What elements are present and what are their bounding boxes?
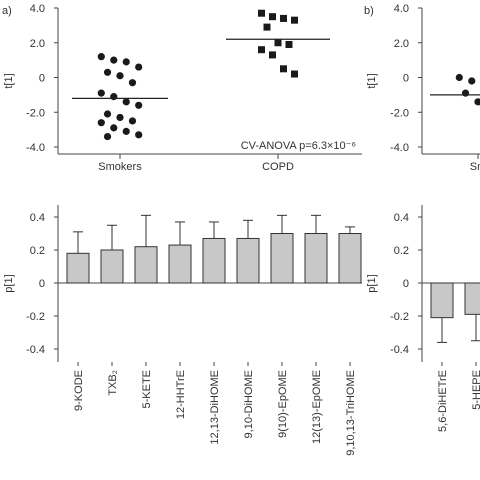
data-point-square — [258, 46, 265, 54]
y-tick-label: 0 — [39, 73, 45, 85]
data-point-square — [291, 70, 298, 78]
data-point-circle — [461, 89, 470, 97]
x-category-label: COPD — [262, 161, 294, 173]
x-category-label: 9,10,13-TriHOME — [345, 370, 357, 456]
bar — [202, 237, 226, 284]
data-point-circle — [103, 110, 112, 118]
y-tick-label: -0.4 — [390, 344, 409, 356]
data-point-circle — [103, 68, 112, 76]
y-tick-label: 0 — [403, 73, 409, 85]
x-category-label: Smokers — [98, 161, 142, 173]
y-tick-label: 4.0 — [30, 3, 45, 15]
bar — [100, 249, 124, 284]
data-point-square — [291, 16, 298, 24]
x-category-label: 12(13)-EpOME — [311, 370, 323, 444]
data-point-square — [280, 14, 287, 22]
bar — [270, 233, 294, 284]
y-tick-label: -0.4 — [26, 344, 45, 356]
y-tick-label: 2.0 — [394, 38, 409, 50]
y-tick-label: -0.2 — [390, 311, 409, 323]
x-category-label: 5-KETE — [141, 370, 153, 409]
data-point-circle — [128, 117, 137, 125]
x-category-label: 9,10-DiHOME — [243, 370, 255, 438]
panel-label: a) — [2, 5, 12, 17]
y-axis-label: t[1] — [3, 73, 15, 88]
data-point-square — [269, 13, 276, 21]
data-point-circle — [135, 131, 143, 139]
data-point-square — [269, 51, 276, 59]
y-tick-label: 0 — [39, 278, 45, 290]
y-axis-label: t[1] — [366, 73, 378, 88]
anova-annotation: CV-ANOVA p=6.3×10⁻⁶ — [241, 140, 356, 152]
bar — [236, 237, 260, 284]
bar — [66, 252, 90, 284]
data-point-circle — [97, 89, 105, 97]
y-tick-label: -0.2 — [26, 311, 45, 323]
x-category-label: TXB₂ — [107, 370, 119, 396]
x-category-label: 5-HEPE — [471, 370, 480, 410]
data-point-circle — [455, 73, 463, 82]
bar — [430, 282, 454, 319]
data-point-circle — [103, 132, 112, 141]
data-point-circle — [110, 56, 118, 64]
data-point-circle — [135, 63, 143, 71]
panel-label: b) — [364, 5, 374, 17]
y-tick-label: 0.2 — [394, 245, 409, 257]
data-point-square — [258, 9, 265, 17]
bar — [168, 244, 192, 284]
data-point-circle — [135, 101, 143, 109]
y-tick-label: -2.0 — [390, 107, 409, 119]
x-category-label: Sm — [470, 161, 480, 173]
x-category-label: 12-HHTrE — [175, 370, 187, 419]
data-point-square — [280, 65, 287, 73]
y-tick-label: 0.4 — [30, 212, 45, 224]
y-tick-label: -4.0 — [26, 142, 45, 154]
y-tick-label: 0.2 — [30, 245, 45, 257]
data-point-circle — [116, 72, 124, 80]
x-category-label: 9-KODE — [73, 370, 85, 411]
y-axis-label: p[1] — [366, 274, 378, 292]
bar — [464, 282, 480, 315]
data-point-square — [263, 23, 271, 31]
y-tick-label: 2.0 — [30, 38, 45, 50]
x-category-label: 9(10)-EpOME — [277, 370, 289, 438]
data-point-circle — [110, 93, 118, 101]
data-point-circle — [97, 53, 105, 61]
x-category-label: 5,6-DiHETrE — [437, 370, 449, 432]
data-point-square — [285, 40, 293, 48]
data-point-circle — [122, 98, 130, 106]
y-tick-label: 4.0 — [394, 3, 409, 15]
y-tick-label: -4.0 — [390, 142, 409, 154]
data-point-square — [274, 39, 282, 47]
data-point-circle — [468, 77, 476, 85]
bar — [338, 233, 362, 284]
x-category-label: 12,13-DiHOME — [209, 370, 221, 445]
y-tick-label: -2.0 — [26, 107, 45, 119]
y-tick-label: 0 — [403, 278, 409, 290]
y-axis-label: p[1] — [3, 274, 15, 292]
y-tick-label: 0.4 — [394, 212, 409, 224]
data-point-circle — [128, 79, 137, 87]
data-point-circle — [474, 98, 480, 106]
data-point-circle — [122, 127, 130, 135]
data-point-circle — [116, 113, 124, 122]
data-point-circle — [110, 124, 118, 132]
bar — [134, 246, 158, 284]
bar — [304, 233, 328, 284]
data-point-circle — [97, 119, 105, 127]
data-point-circle — [122, 58, 130, 66]
